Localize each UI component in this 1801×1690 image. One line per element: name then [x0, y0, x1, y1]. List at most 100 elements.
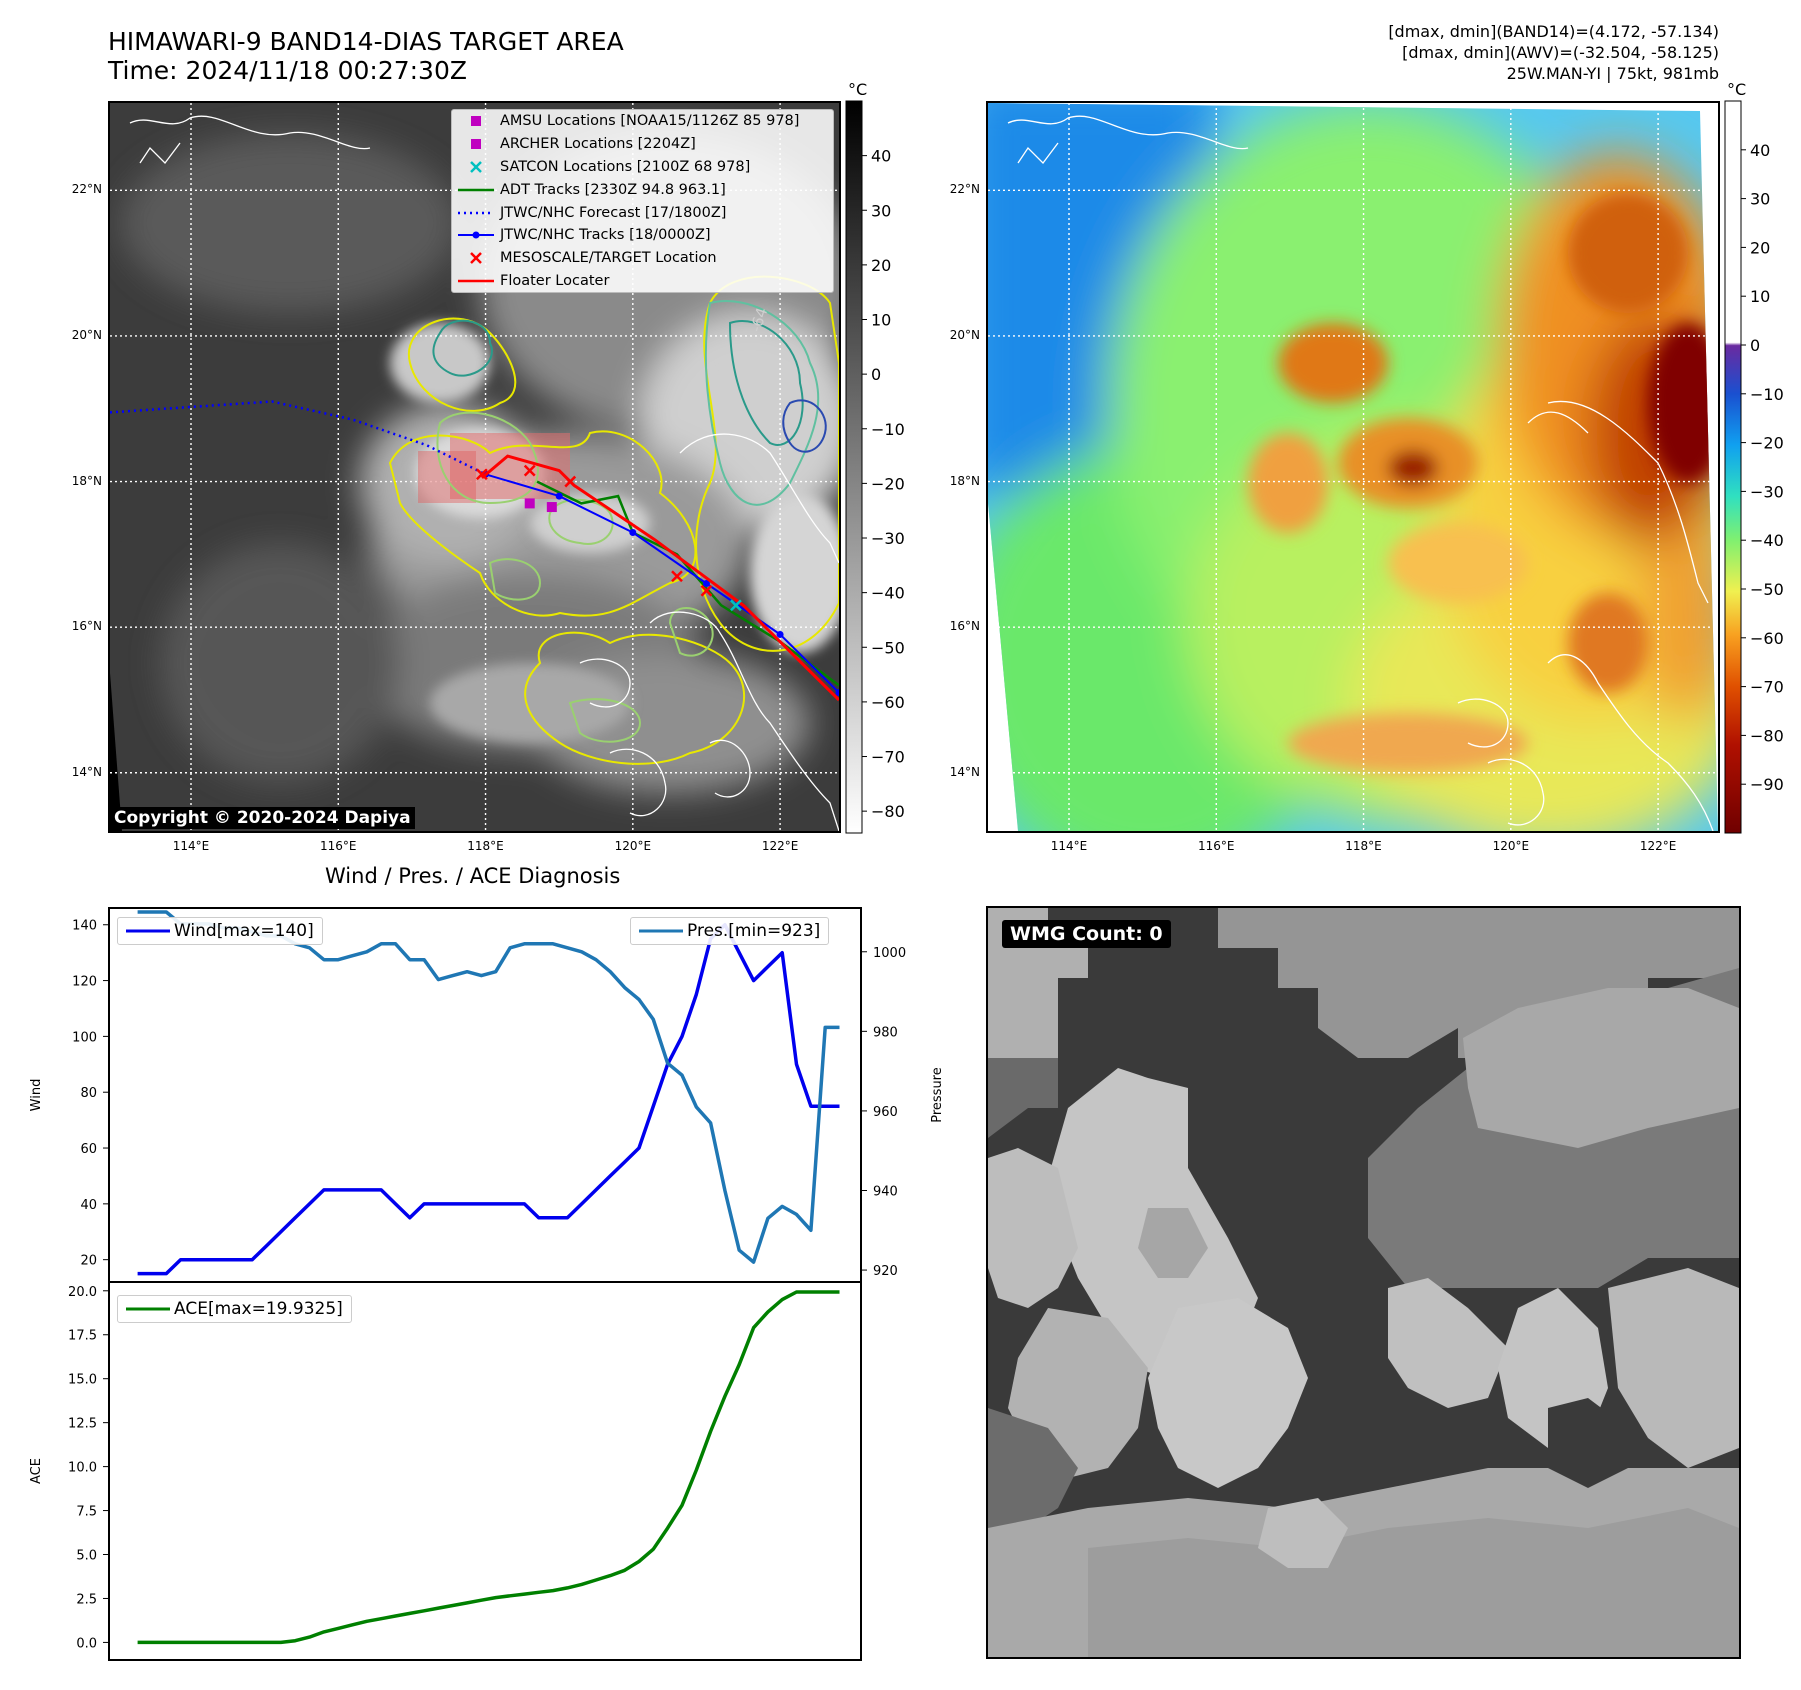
- wind-pressure-chart: 20 40 60 80 100 120 140 Wind 920 940 960 980 1000 Pre…: [29, 907, 945, 1283]
- band14-tracks: [110, 400, 839, 702]
- y-tick-label: 16°N: [949, 619, 980, 634]
- legend-symbol: [458, 231, 494, 239]
- colorbar-tick-label: 20: [1750, 238, 1770, 257]
- legend-label: JTWC/NHC Forecast [17/1800Z]: [500, 204, 727, 221]
- x-tick-label: 116°E: [1198, 839, 1235, 853]
- awv-gridlines: [988, 103, 1717, 831]
- legend-entry: ARCHER Locations [2204Z]: [452, 133, 833, 156]
- legend-symbol: [458, 279, 494, 283]
- jtwc-track-point: [776, 630, 784, 638]
- pressure-legend-swatch: [639, 929, 683, 933]
- legend-symbol: [458, 188, 494, 192]
- y-tick-label: 20°N: [949, 327, 980, 342]
- y2-tick-label: 960: [873, 1105, 898, 1120]
- colorbar-tick-label: 30: [1750, 190, 1770, 209]
- y-tick-label: 20°N: [71, 327, 102, 342]
- y-tick-label: 100: [72, 1030, 97, 1045]
- band14-nodata-corner: [110, 673, 122, 831]
- jtwc-track: [485, 473, 839, 694]
- colorbar-tick-label: −70: [1750, 678, 1784, 697]
- jtwc-track-point: [555, 492, 563, 500]
- x-tick-label: 122°E: [761, 839, 799, 853]
- y-tick-label: 14°N: [949, 764, 980, 779]
- legend-entry: Floater Locater: [452, 270, 833, 293]
- colorbar-unit: °C: [1727, 80, 1746, 99]
- colorbar-tick-label: −50: [1750, 580, 1784, 599]
- x-tick-label: 116°E: [320, 839, 357, 853]
- floater-box-2: [418, 451, 476, 503]
- colorbar-tick-label: −10: [871, 420, 905, 439]
- colorbar-tick-label: −30: [1750, 482, 1784, 501]
- colorbar-tick-label: 40: [871, 147, 891, 166]
- band14-map-panel: -64 -64 Copyright © 2020-2024 Dapiya AMS…: [108, 101, 841, 833]
- y2-axis-label: Pressure: [930, 1067, 945, 1123]
- awv-map-panel: [986, 101, 1720, 833]
- colorbar-tick-label: −80: [1750, 726, 1784, 745]
- y2-tick-label: 1000: [873, 946, 906, 961]
- legend-label: SATCON Locations [2100Z 68 978]: [500, 158, 751, 175]
- band14-coastlines: [129, 115, 839, 831]
- wind-legend-swatch: [126, 929, 170, 933]
- ace-legend: ACE[max=19.9325]: [117, 1295, 352, 1323]
- target-location-marker: [564, 475, 577, 488]
- y-tick-label: 16°N: [71, 619, 102, 634]
- colorbar-tick-label: −60: [1750, 629, 1784, 648]
- legend-label: JTWC/NHC Tracks [18/0000Z]: [500, 227, 711, 244]
- x-tick-label: 114°E: [172, 839, 210, 853]
- legend-entry: AMSU Locations [NOAA15/1126Z 85 978]: [452, 110, 833, 133]
- copyright-badge: Copyright © 2020-2024 Dapiya: [110, 807, 415, 829]
- y-tick-label: 15.0: [68, 1373, 97, 1388]
- legend-entry: JTWC/NHC Tracks [18/0000Z]: [452, 224, 833, 247]
- ace-chart: 0.0 2.5 5.0 7.5 10.0 12.5 15.0 17.5 20.0 ACE: [29, 1281, 862, 1661]
- y-tick-label: 20.0: [68, 1285, 97, 1300]
- y-tick-label: 120: [72, 975, 97, 990]
- ace-legend-label: ACE[max=19.9325]: [174, 1299, 343, 1319]
- colorbar-tick-label: −80: [871, 802, 905, 821]
- archer-marker: [546, 502, 557, 513]
- colorbar-tick-label: 40: [1750, 141, 1770, 160]
- x-tick-label: 114°E: [1050, 839, 1088, 853]
- y-tick-label: 40: [80, 1198, 97, 1213]
- y-tick-label: 12.5: [68, 1417, 97, 1432]
- y-tick-label: 22°N: [949, 182, 980, 197]
- y-tick-label: 80: [80, 1086, 97, 1101]
- colorbar-tick-label: −40: [871, 584, 905, 603]
- wmg-image: [988, 908, 1739, 1657]
- x-tick-label: 118°E: [467, 839, 504, 853]
- colorbar-tick-label: −70: [871, 748, 905, 767]
- band14-cloud-field: [120, 133, 839, 793]
- y-tick-label: 140: [72, 919, 97, 934]
- info-storm: 25W.MAN-YI | 75kt, 981mb: [1506, 64, 1719, 83]
- awv-map: [988, 103, 1718, 831]
- jtwc-track-point: [702, 579, 710, 587]
- colorbar-gradient: [1724, 100, 1742, 834]
- y-tick-label: 18°N: [949, 473, 980, 488]
- colorbar-tick-label: 0: [1750, 336, 1760, 355]
- colorbar-tick-label: −50: [871, 638, 905, 657]
- legend-label: MESOSCALE/TARGET Location: [500, 250, 717, 267]
- legend-entry: ADT Tracks [2330Z 94.8 963.1]: [452, 178, 833, 201]
- ace-line: [137, 1290, 840, 1645]
- target-location-marker: [700, 584, 713, 597]
- wmg-panel: WMG Count: 0: [986, 906, 1741, 1659]
- pressure-legend-label: Pres.[min=923]: [687, 921, 821, 941]
- colorbar-tick-label: 10: [1750, 287, 1770, 306]
- figure-title: HIMAWARI-9 BAND14-DIAS TARGET AREA: [108, 27, 624, 56]
- legend-symbol: [470, 161, 482, 173]
- legend-label: ARCHER Locations [2204Z]: [500, 136, 696, 153]
- colorbar-tick-label: −60: [871, 693, 905, 712]
- figure-time: Time: 2024/11/18 00:27:30Z: [108, 56, 467, 85]
- diagnosis-title: Wind / Pres. / ACE Diagnosis: [325, 864, 621, 888]
- plot-frame: [108, 1281, 862, 1661]
- y2-tick-label: 940: [873, 1184, 898, 1199]
- y-tick-label: 5.0: [76, 1549, 97, 1564]
- wmg-count-badge: WMG Count: 0: [1002, 920, 1171, 948]
- colorbar-tick-label: −40: [1750, 531, 1784, 550]
- legend-label: ADT Tracks [2330Z 94.8 963.1]: [500, 181, 726, 198]
- y-tick-label: 17.5: [68, 1329, 97, 1344]
- y-tick-label: 20: [80, 1254, 97, 1269]
- x-tick-label: 122°E: [1639, 839, 1677, 853]
- legend-label: AMSU Locations [NOAA15/1126Z 85 978]: [500, 113, 800, 130]
- track-legend-rows: AMSU Locations [NOAA15/1126Z 85 978] ARCH…: [452, 110, 833, 292]
- info-awv-range: [dmax, dmin](AWV)=(-32.504, -58.125): [1402, 43, 1719, 62]
